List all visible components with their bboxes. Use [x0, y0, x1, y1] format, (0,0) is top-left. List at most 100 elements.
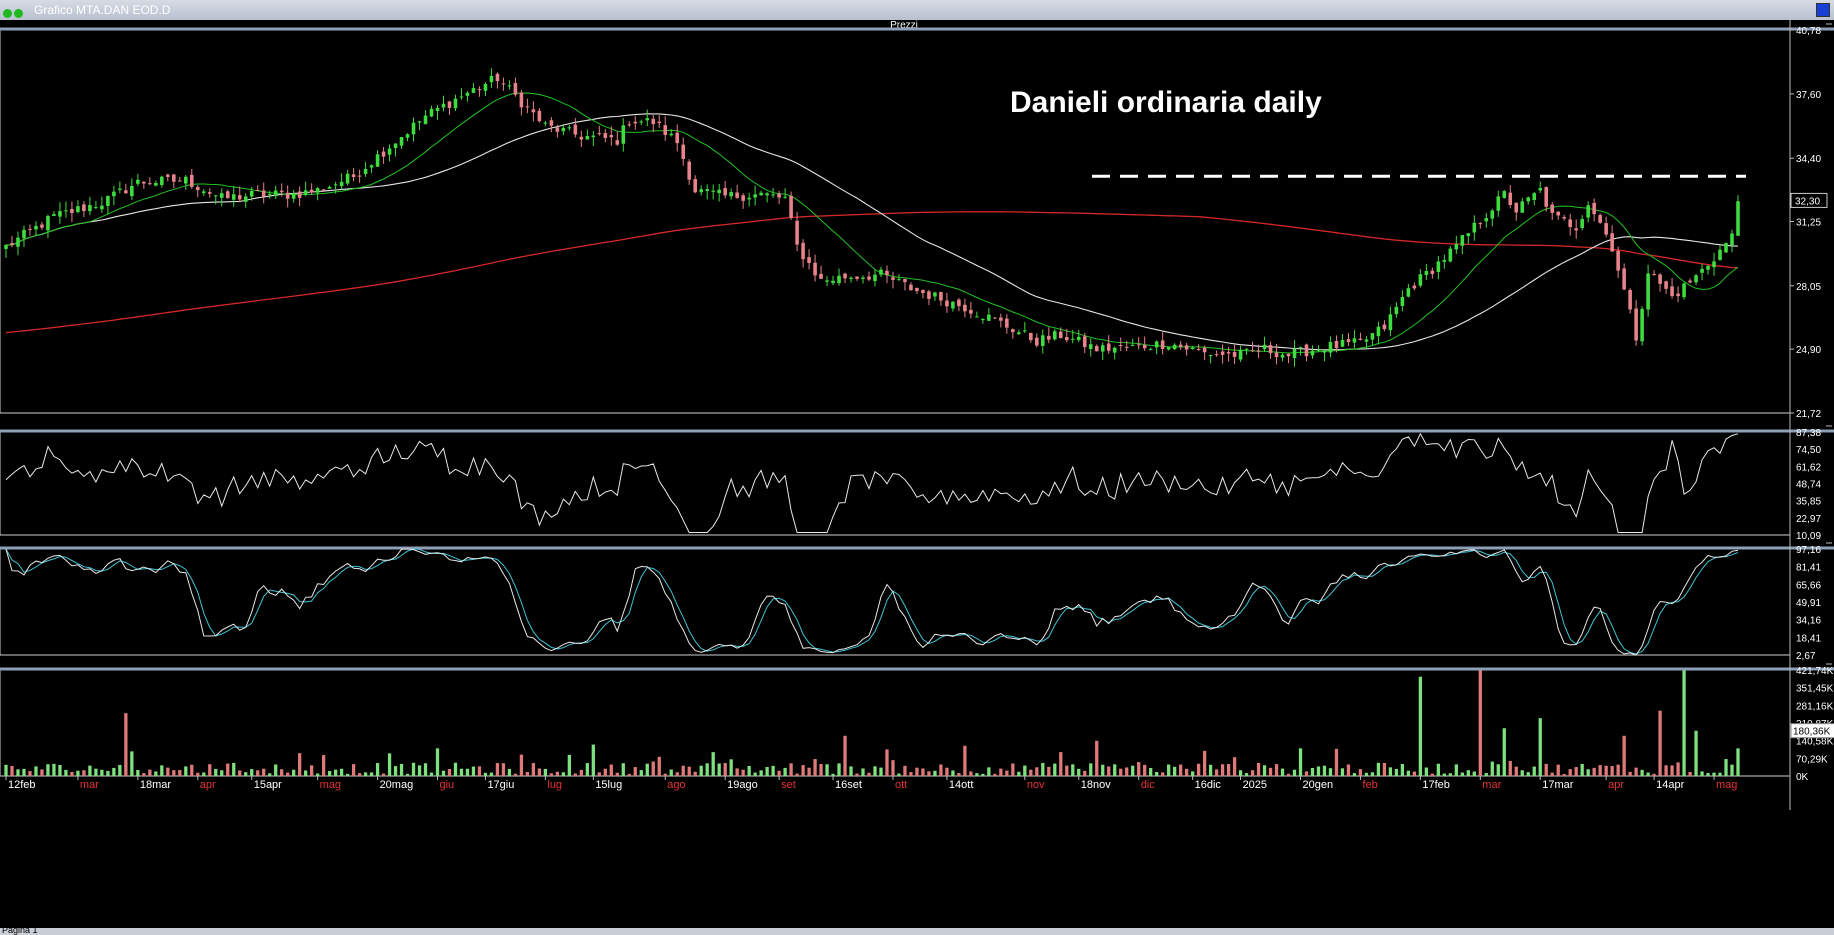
candle-body: [1310, 350, 1315, 356]
candle-body: [1544, 187, 1549, 207]
volume-bar: [489, 772, 494, 776]
volume-bar: [879, 767, 883, 776]
candle-body: [1406, 288, 1411, 297]
page-tab-label[interactable]: Pagina 1: [2, 925, 38, 935]
volume-bar: [292, 769, 296, 776]
volume-bar: [579, 769, 583, 776]
candle-body: [453, 98, 458, 109]
volume-bar: [1682, 670, 1686, 776]
candle-body: [1562, 217, 1566, 219]
volume-bar: [969, 771, 973, 776]
volume-bar: [148, 769, 152, 776]
volume-bar: [1083, 770, 1087, 776]
candle-body: [1640, 308, 1644, 342]
x-tick-label: 20mag: [380, 779, 414, 791]
candle-body: [1011, 329, 1015, 333]
volume-bar: [136, 770, 140, 776]
volume-bar: [1208, 764, 1213, 776]
volume-bar: [723, 763, 727, 776]
volume-bar: [10, 765, 14, 776]
volume-bar: [1125, 767, 1129, 776]
status-dot-icon: [14, 9, 23, 18]
candle-body: [1706, 265, 1710, 270]
candle-body: [1454, 244, 1459, 250]
candle-body: [76, 206, 80, 213]
volume-bar: [423, 763, 428, 776]
volume-bar: [861, 768, 865, 776]
x-tick-label: nov: [1027, 779, 1045, 791]
page-tab-bar[interactable]: Pagina 1: [0, 925, 1834, 935]
candle-body: [741, 195, 745, 201]
volume-bar: [196, 772, 200, 776]
volume-bar: [1478, 670, 1482, 776]
candle-body: [855, 276, 859, 279]
candle-body: [130, 185, 134, 197]
candle-body: [309, 189, 314, 193]
candle-body: [531, 109, 536, 113]
candle-body: [807, 257, 811, 263]
volume-bar: [447, 769, 452, 776]
volume-bar: [268, 773, 272, 776]
candle-body: [94, 207, 98, 209]
volume-bar: [441, 770, 446, 776]
candle-body: [411, 122, 416, 135]
candle-body: [897, 279, 901, 281]
candle-body: [375, 154, 380, 167]
volume-bar: [262, 768, 266, 776]
stoch-d-line: [5, 548, 1739, 655]
candle-body: [166, 174, 170, 177]
volume-bar: [753, 772, 757, 776]
volume-bar: [981, 773, 985, 776]
volume-bar: [226, 763, 230, 776]
volume-bar: [1646, 772, 1650, 776]
candle-body: [1286, 353, 1291, 357]
rsi-y-tick-label: 48,74: [1796, 479, 1821, 490]
volume-bar: [100, 769, 104, 776]
volume-bar: [333, 769, 338, 776]
volume-bar: [741, 769, 745, 776]
candle-body: [687, 161, 692, 180]
candle-body: [1304, 344, 1309, 357]
candle-body: [1005, 318, 1009, 328]
volume-bar: [1424, 767, 1429, 776]
candle-body: [573, 124, 578, 135]
candle-body: [1394, 306, 1399, 315]
candle-body: [1670, 286, 1674, 297]
candle-body: [28, 228, 32, 230]
volume-bar: [405, 773, 410, 776]
candle-body: [88, 205, 92, 212]
candle-body: [1094, 345, 1099, 352]
volume-bar: [208, 764, 212, 776]
candle-body: [693, 179, 697, 193]
candle-body: [1508, 192, 1513, 205]
candle-body: [1106, 343, 1111, 351]
candle-body: [729, 192, 733, 197]
candle-body: [471, 88, 476, 93]
window-status-icons[interactable]: [3, 5, 25, 23]
candle-body: [759, 192, 763, 196]
candle-body: [621, 125, 626, 144]
volume-y-tick-label: 421,74K: [1796, 666, 1834, 677]
volume-bar: [130, 751, 134, 776]
volume-bar: [795, 773, 799, 776]
candle-body: [1382, 324, 1387, 330]
candle-body: [1238, 350, 1243, 360]
candle-body: [393, 143, 398, 149]
candle-body: [1334, 340, 1339, 349]
candle-body: [291, 193, 296, 199]
candle-body: [1328, 342, 1333, 353]
stochastic-panel-frame: [0, 548, 1791, 656]
stock-chart[interactable]: Prezzi 40,78 37,60 34,40 31,25 28,05 24,90 21,7…: [0, 20, 1834, 928]
candle-body: [447, 101, 452, 108]
rsi-y-tick-label: 35,85: [1796, 497, 1821, 508]
volume-bar: [831, 773, 835, 776]
candle-body: [1262, 344, 1267, 350]
window-restore-icon[interactable]: [1816, 3, 1830, 17]
volume-bar: [1724, 759, 1728, 776]
x-tick-label: 15apr: [254, 779, 282, 791]
volume-bar: [1358, 769, 1363, 776]
x-tick-label: feb: [1362, 779, 1377, 791]
volume-bar: [615, 772, 619, 776]
candle-body: [148, 183, 152, 185]
candle-body: [1226, 352, 1231, 354]
